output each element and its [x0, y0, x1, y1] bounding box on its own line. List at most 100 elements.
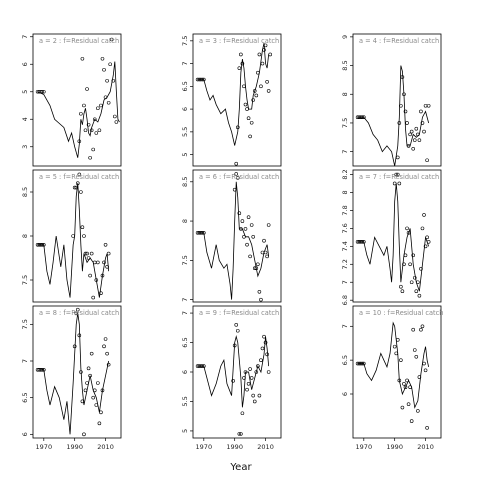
data-point [245, 242, 249, 247]
data-point [239, 432, 243, 436]
data-point [420, 324, 425, 329]
y-tick-label: 7.4 [341, 241, 349, 251]
data-point [362, 115, 366, 120]
data-point [235, 328, 240, 333]
data-point [402, 92, 406, 97]
data-point [88, 373, 92, 378]
data-point [75, 307, 80, 312]
y-tick-label: 8 [21, 234, 29, 238]
data-point [251, 393, 256, 398]
data-point [91, 147, 96, 152]
panel-frame [192, 33, 282, 167]
data-point [412, 348, 417, 352]
data-point [412, 275, 417, 280]
data-point [254, 93, 259, 98]
y-tick-label: 7.5 [341, 118, 349, 128]
data-point [232, 343, 237, 348]
y-tick-label: 7.5 [181, 36, 189, 46]
data-point [251, 234, 256, 239]
data-point [395, 172, 400, 177]
data-point [235, 125, 240, 130]
panel-5: a = 6 : f=Residual catch 7 7.5 8 8.5 [181, 169, 282, 303]
data-point [80, 399, 85, 404]
data-point [106, 100, 111, 105]
data-point [85, 381, 89, 385]
data-point [72, 185, 77, 190]
panel-title: a = 4 : f=Residual catch [359, 37, 439, 45]
fitted-line [37, 313, 110, 435]
y-tick-label: 7.2 [341, 259, 349, 269]
fitted-line [37, 61, 120, 158]
y-tick-label: 7.8 [341, 205, 349, 215]
data-point [394, 172, 399, 177]
data-point [103, 243, 108, 247]
y-tick-label: 7 [341, 150, 349, 154]
panel-grid: a = 2 : f=Residual catch 3 4 5 6 7 a = 5 : f=R… [21, 33, 443, 451]
data-point [265, 79, 269, 84]
data-point [248, 254, 252, 259]
data-point [42, 89, 46, 94]
panel-title: a = 9 : f=Residual catch [199, 309, 279, 317]
y-tick-label: 8 [341, 92, 349, 96]
data-point [360, 115, 365, 120]
data-point [260, 250, 265, 255]
panel-title: a = 10 : f=Residual catch [359, 309, 443, 317]
data-point [392, 181, 397, 186]
y-tick-label: 7 [181, 311, 189, 315]
data-point [246, 116, 251, 121]
data-point [409, 419, 414, 423]
data-point [239, 227, 243, 231]
data-point [417, 375, 422, 379]
data-point [395, 155, 400, 160]
data-point [234, 172, 239, 176]
data-point [263, 340, 268, 345]
data-point [408, 262, 412, 267]
data-point [399, 284, 403, 289]
data-point [242, 234, 246, 239]
data-point [92, 117, 97, 122]
data-point [248, 134, 252, 139]
data-point [414, 289, 419, 294]
data-point [202, 77, 206, 82]
y-tick-label: 7 [21, 359, 29, 363]
data-point [200, 231, 205, 235]
data-point [405, 226, 409, 231]
data-point [416, 409, 420, 413]
data-point [409, 129, 414, 134]
data-point [422, 129, 426, 134]
data-point [100, 388, 105, 393]
y-tick-label: 6 [181, 370, 189, 374]
data-point [262, 334, 266, 339]
y-tick-label: 6 [181, 107, 189, 111]
y-tick-label: 6 [341, 392, 349, 396]
data-point [102, 260, 106, 265]
data-point [105, 264, 109, 269]
data-point [417, 138, 422, 142]
data-point [94, 403, 99, 407]
data-point [422, 361, 426, 366]
data-point [426, 103, 431, 108]
y-tick-label: 7 [21, 35, 29, 39]
data-point [85, 251, 89, 256]
data-point [113, 114, 117, 119]
panel-7: a = 4 : f=Residual catch 7 7.5 8 8.5 9 [341, 33, 442, 167]
data-point [80, 56, 85, 61]
x-tick-label: 1990 [66, 443, 83, 451]
data-point [82, 432, 86, 437]
data-point [411, 146, 416, 151]
y-tick-label: 6.5 [181, 81, 189, 91]
data-point [266, 370, 271, 374]
data-point [257, 393, 262, 398]
data-point [111, 78, 116, 83]
data-point [252, 89, 257, 93]
data-point [88, 273, 92, 278]
data-point [425, 235, 429, 240]
data-point [256, 262, 260, 267]
data-point [412, 138, 417, 142]
data-point [103, 95, 108, 100]
data-point [416, 132, 420, 137]
data-point [256, 364, 260, 368]
data-point [92, 260, 97, 265]
data-point [360, 361, 365, 366]
fitted-line [197, 181, 270, 300]
